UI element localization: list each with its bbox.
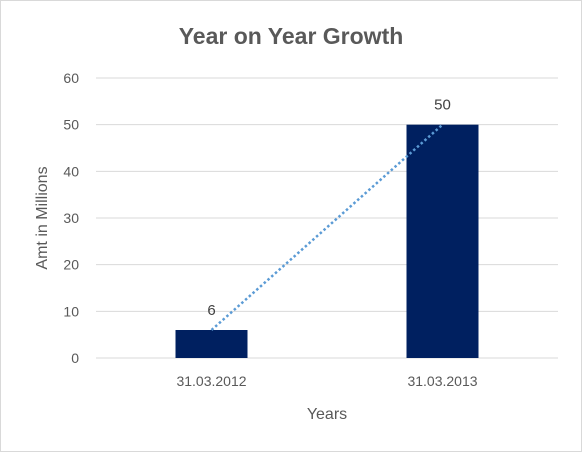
y-tick-label: 50 (63, 117, 79, 133)
x-tick-label: 31.03.2013 (407, 373, 477, 389)
bar-31.03.2013 (406, 124, 479, 359)
chart-title: Year on Year Growth (179, 23, 404, 49)
y-tick-label: 40 (63, 163, 79, 179)
data-label: 50 (434, 97, 451, 114)
y-axis-ticks: 0 10 20 30 40 50 60 (63, 70, 79, 366)
y-tick-label: 30 (63, 210, 79, 226)
data-label: 6 (207, 302, 215, 319)
bars (175, 124, 479, 359)
bar-31.03.2012 (175, 330, 248, 358)
y-tick-label: 0 (71, 350, 79, 366)
y-tick-label: 10 (63, 303, 79, 319)
y-tick-label: 60 (63, 70, 79, 86)
x-axis-ticks: 31.03.2012 31.03.2013 (176, 373, 477, 389)
x-axis-title: Years (307, 406, 347, 423)
gridlines (96, 77, 558, 359)
y-axis-title: Amt in Millions (34, 166, 51, 269)
trendline (210, 123, 444, 331)
trendline-line (210, 123, 444, 331)
data-labels: 6 50 (207, 97, 451, 319)
x-tick-label: 31.03.2012 (176, 373, 246, 389)
y-tick-label: 20 (63, 257, 79, 273)
